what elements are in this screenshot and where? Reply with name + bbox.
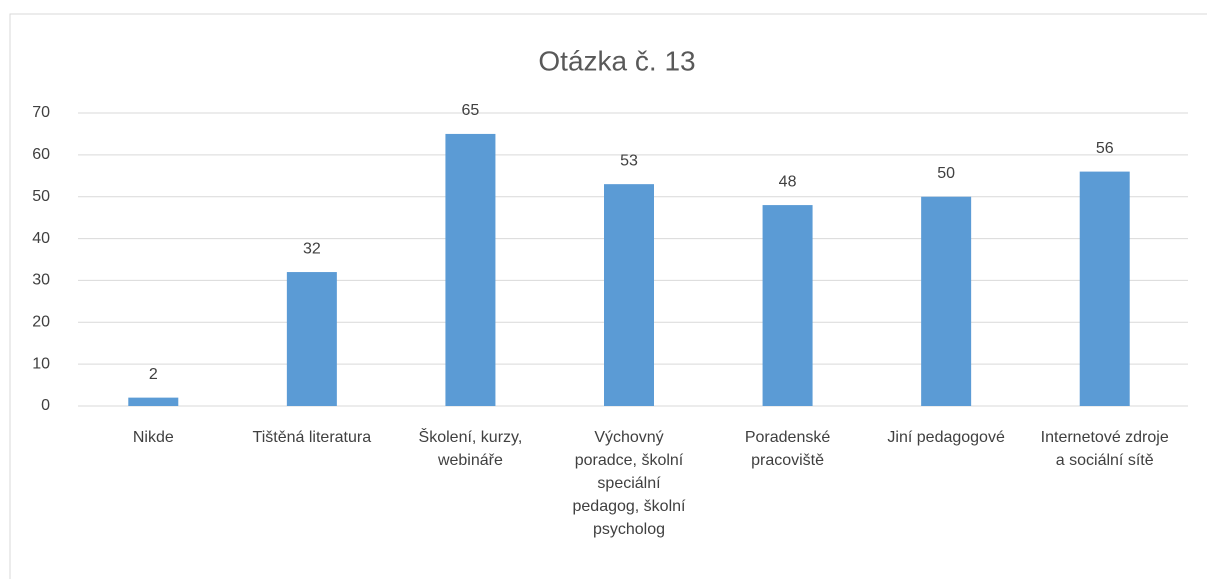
x-tick-label: Tištěná literatura — [252, 429, 372, 446]
data-label: 65 — [462, 102, 480, 119]
data-label: 56 — [1096, 140, 1114, 157]
y-tick-label: 50 — [32, 188, 50, 205]
y-tick-label: 40 — [32, 230, 50, 247]
x-tick-label: Výchovný poradce, školní speciální pedag… — [572, 429, 686, 538]
x-tick-label: Internetové zdroje a sociální sítě — [1040, 429, 1169, 469]
y-tick-label: 30 — [32, 272, 50, 289]
data-label: 53 — [620, 152, 638, 169]
data-label: 48 — [779, 173, 797, 190]
bar — [762, 205, 813, 406]
y-tick-label: 0 — [41, 397, 50, 414]
data-label: 50 — [937, 165, 955, 182]
bar — [921, 196, 972, 406]
y-tick-label: 20 — [32, 314, 50, 331]
x-tick-label: Nikde — [132, 429, 174, 446]
bar — [286, 272, 337, 406]
y-tick-label: 70 — [32, 104, 50, 121]
data-label: 32 — [303, 240, 321, 257]
x-tick-label: Školení, kurzy, webináře — [418, 429, 523, 469]
bar — [445, 133, 496, 406]
y-tick-label: 60 — [32, 146, 50, 163]
bar — [604, 184, 654, 406]
bar — [1079, 171, 1130, 406]
x-tick-label: Poradenské pracoviště — [744, 429, 831, 469]
y-tick-label: 10 — [32, 355, 50, 372]
bar — [128, 397, 179, 406]
data-label: 2 — [149, 366, 158, 383]
x-tick-label: Jiní pedagogové — [887, 429, 1005, 446]
chart-title: Otázka č. 13 — [538, 45, 695, 76]
